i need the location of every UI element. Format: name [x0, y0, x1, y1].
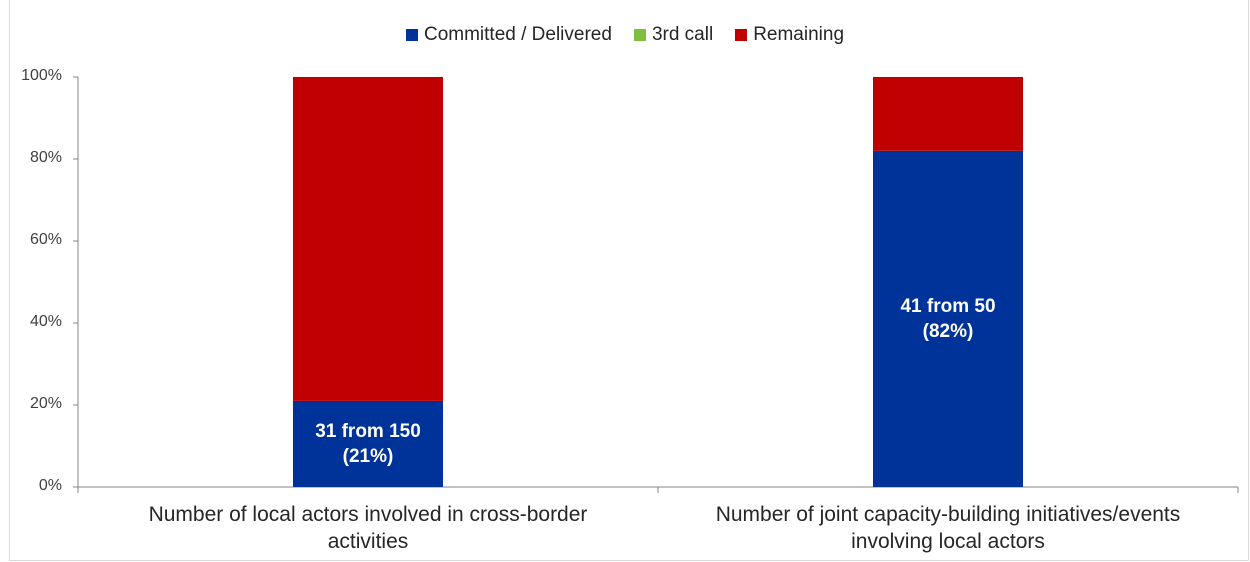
y-tick-label: 100%	[21, 67, 62, 84]
y-tick-label: 0%	[38, 477, 62, 494]
bar-data-label-line: 31 from 150	[315, 420, 421, 442]
legend-label-committed: Committed / Delivered	[423, 24, 612, 45]
legend-swatch-committed	[405, 29, 418, 41]
legend-item-committed: Committed / Delivered	[405, 24, 612, 46]
x-category-label-line: Number of local actors involved in cross…	[148, 503, 588, 526]
bar-data-label: 41 from 50 (82%)	[873, 294, 1023, 344]
legend-swatch-3rd-call	[633, 29, 646, 41]
legend-label-remaining: Remaining	[753, 24, 845, 45]
x-category-label-line: involving local actors	[851, 530, 1045, 553]
y-tick-label: 80%	[29, 149, 62, 166]
bar-segment-committed-delivered	[873, 150, 1023, 488]
bar-data-label-line: (21%)	[342, 445, 394, 467]
x-category-label-line: Number of joint capacity-building initia…	[715, 503, 1181, 526]
legend-item-remaining: Remaining	[735, 24, 844, 46]
bar-segment-remaining	[293, 77, 443, 401]
bar-segment-committed-delivered	[293, 400, 443, 487]
y-tick-label: 40%	[29, 313, 62, 330]
bar-data-label-line: (82%)	[922, 320, 974, 342]
y-tick-label: 60%	[29, 231, 62, 248]
x-category-label-line: activities	[327, 530, 409, 553]
bar-segment-remaining	[873, 77, 1023, 151]
legend-item-3rd-call: 3rd call	[633, 24, 714, 46]
y-tick-label: 20%	[29, 395, 62, 412]
chart-frame	[9, 0, 1249, 561]
legend-label-3rd-call: 3rd call	[651, 24, 714, 45]
legend: Committed / Delivered 3rd call Remaining	[0, 24, 1250, 46]
x-category-label: Number of joint capacity-building initia…	[688, 501, 1208, 555]
legend-swatch-remaining	[735, 29, 748, 41]
bar-data-label: 31 from 150 (21%)	[293, 419, 443, 469]
bar-data-label-line: 41 from 50	[900, 295, 996, 317]
x-category-label: Number of local actors involved in cross…	[108, 501, 628, 555]
